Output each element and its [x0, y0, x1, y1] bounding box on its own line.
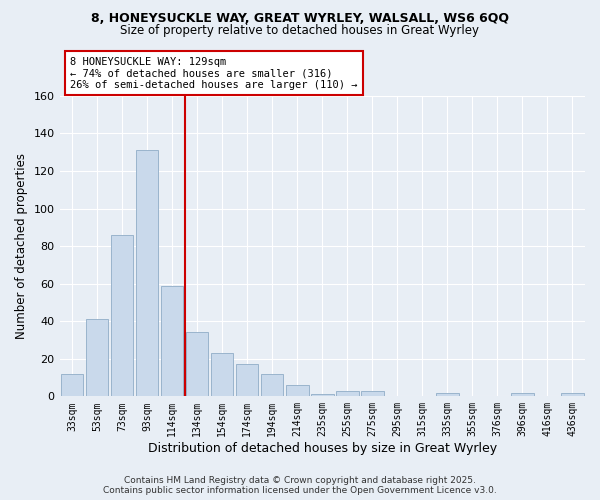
Text: 8 HONEYSUCKLE WAY: 129sqm
← 74% of detached houses are smaller (316)
26% of semi: 8 HONEYSUCKLE WAY: 129sqm ← 74% of detac… — [70, 56, 358, 90]
Bar — [336, 390, 359, 396]
Bar — [436, 392, 458, 396]
Bar — [261, 374, 283, 396]
Text: 8, HONEYSUCKLE WAY, GREAT WYRLEY, WALSALL, WS6 6QQ: 8, HONEYSUCKLE WAY, GREAT WYRLEY, WALSAL… — [91, 12, 509, 26]
Bar — [86, 320, 109, 396]
Bar — [211, 353, 233, 397]
Text: Contains HM Land Registry data © Crown copyright and database right 2025.
Contai: Contains HM Land Registry data © Crown c… — [103, 476, 497, 495]
Bar — [561, 392, 584, 396]
Bar — [161, 286, 184, 397]
Y-axis label: Number of detached properties: Number of detached properties — [15, 153, 28, 339]
X-axis label: Distribution of detached houses by size in Great Wyrley: Distribution of detached houses by size … — [148, 442, 497, 455]
Bar — [186, 332, 208, 396]
Bar — [111, 235, 133, 396]
Bar — [311, 394, 334, 396]
Bar — [61, 374, 83, 396]
Bar — [236, 364, 259, 396]
Bar — [361, 390, 383, 396]
Bar — [136, 150, 158, 396]
Bar — [286, 385, 308, 396]
Bar — [511, 392, 534, 396]
Text: Size of property relative to detached houses in Great Wyrley: Size of property relative to detached ho… — [121, 24, 479, 37]
